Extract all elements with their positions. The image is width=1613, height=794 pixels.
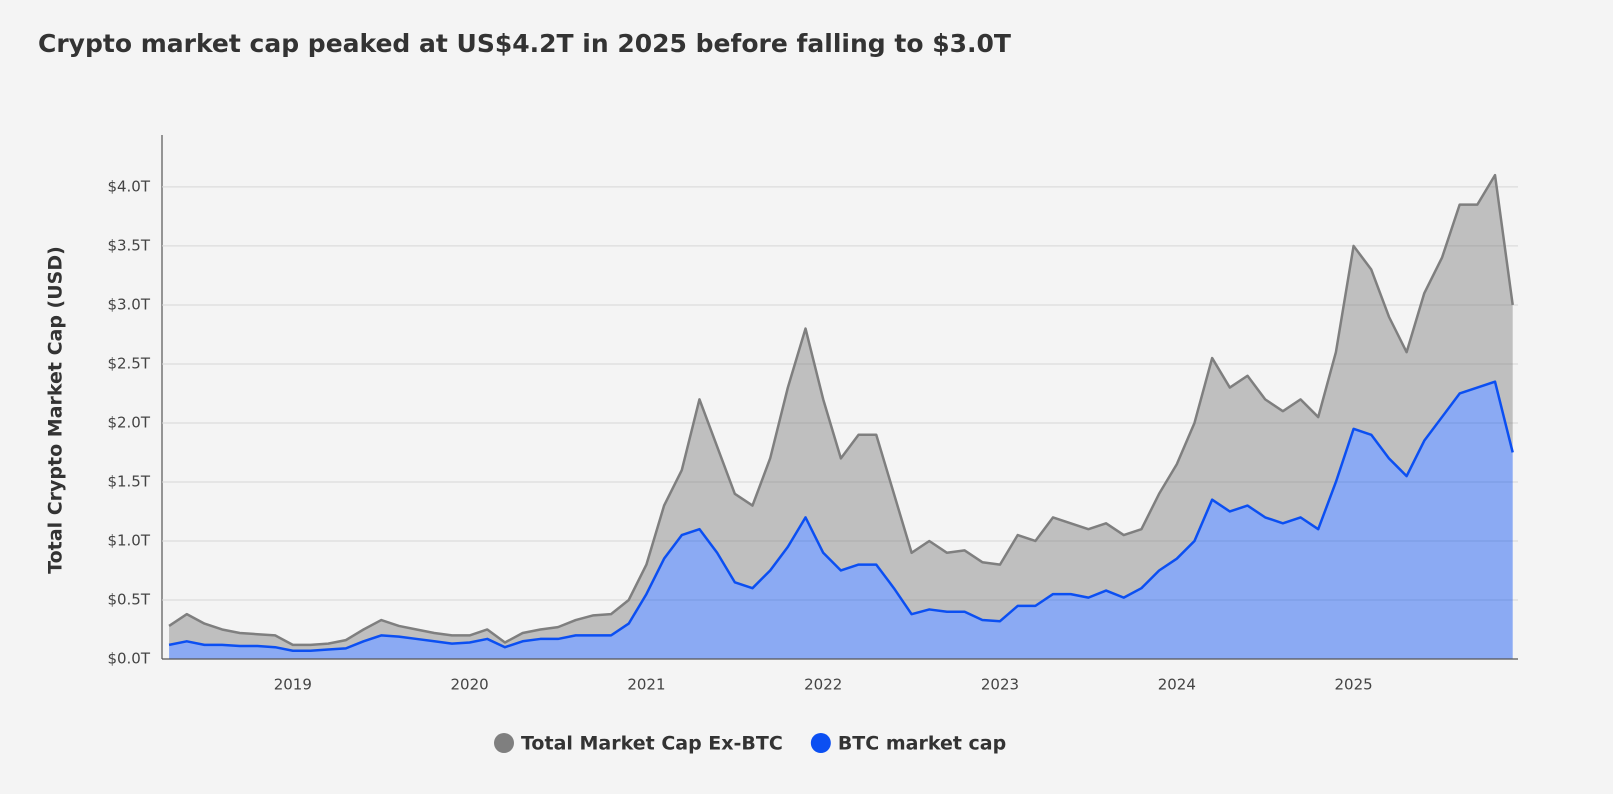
y-tick-label: $1.0T bbox=[107, 531, 150, 549]
area-line bbox=[168, 380, 1514, 652]
legend-label: Total Market Cap Ex-BTC bbox=[521, 733, 783, 755]
x-tick-label: 2021 bbox=[627, 676, 665, 694]
y-tick-label: $1.5T bbox=[107, 472, 150, 490]
y-tick-label: $0.5T bbox=[107, 590, 150, 608]
y-axis-label: Total Crypto Market Cap (USD) bbox=[45, 246, 67, 574]
x-tick-label: 2020 bbox=[451, 676, 489, 694]
y-tick-label: $3.5T bbox=[107, 236, 150, 254]
legend-swatch bbox=[810, 733, 831, 753]
y-tick-label: $3.0T bbox=[107, 295, 150, 313]
x-tick-label: 2023 bbox=[981, 676, 1019, 694]
x-tick-label: 2019 bbox=[274, 676, 312, 694]
area bbox=[169, 381, 1513, 659]
y-tick-label: $2.0T bbox=[107, 413, 150, 431]
area bbox=[169, 175, 1513, 651]
area-line bbox=[168, 173, 1514, 647]
chart-title: Crypto market cap peaked at US$4.2T in 2… bbox=[38, 29, 1011, 58]
x-tick-label: 2025 bbox=[1334, 676, 1372, 694]
x-tick-label: 2024 bbox=[1158, 676, 1196, 694]
legend-label: BTC market cap bbox=[838, 733, 1006, 755]
y-tick-label: $0.0T bbox=[107, 650, 150, 668]
y-tick-label: $4.0T bbox=[107, 177, 150, 195]
y-tick-label: $2.5T bbox=[107, 354, 150, 372]
x-tick-label: 2022 bbox=[804, 676, 842, 694]
legend-swatch bbox=[494, 733, 514, 753]
legend: Total Market Cap Ex-BTC BTC market cap bbox=[494, 733, 1006, 755]
